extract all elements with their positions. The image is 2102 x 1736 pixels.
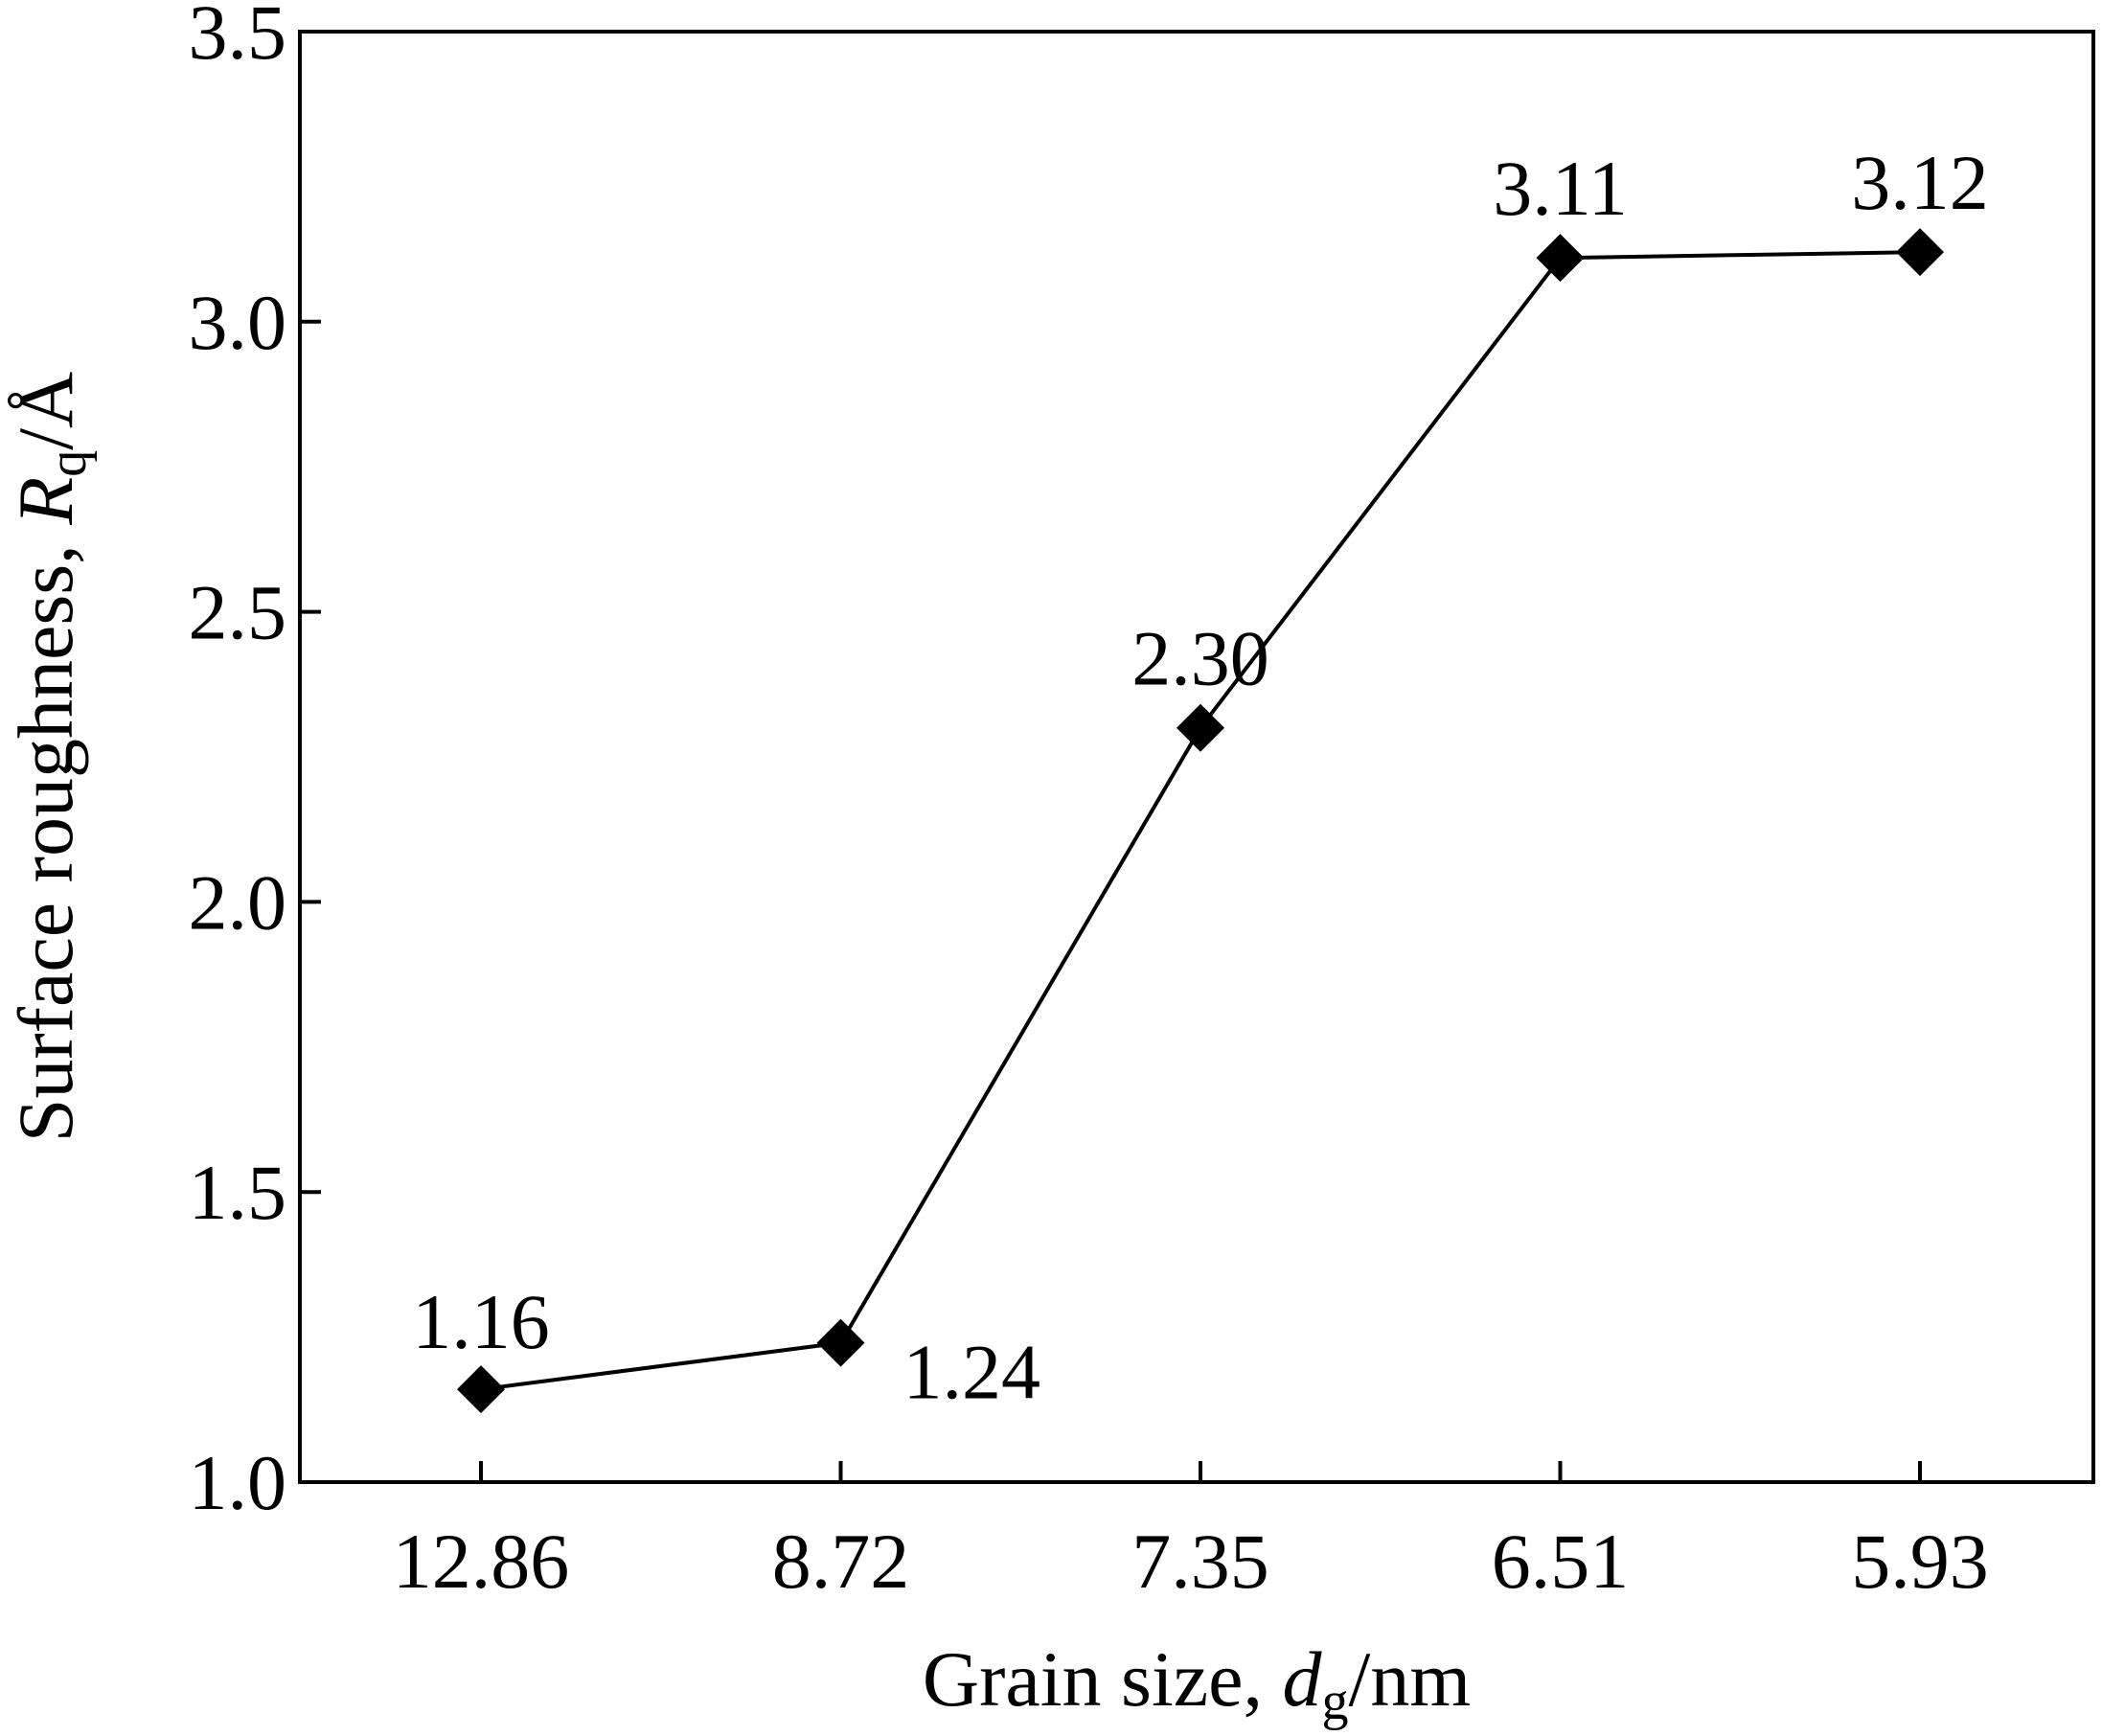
y-tick-label: 3.5 xyxy=(189,0,287,76)
data-point-marker xyxy=(1536,234,1585,283)
data-label: 2.30 xyxy=(1131,615,1269,702)
x-tick-label: 8.72 xyxy=(772,1518,910,1605)
x-tick-label: 6.51 xyxy=(1492,1518,1630,1605)
data-label: 3.11 xyxy=(1493,145,1627,232)
x-tick-label: 5.93 xyxy=(1851,1518,1989,1605)
y-tick-label: 1.0 xyxy=(189,1439,287,1526)
data-point-marker xyxy=(1896,228,1944,277)
x-tick-label: 7.35 xyxy=(1131,1518,1269,1605)
x-axis-title: Grain size, dg/nm xyxy=(923,1635,1471,1731)
data-label: 1.16 xyxy=(412,1278,550,1365)
series: 1.16 1.24 2.30 3.11 3.12 xyxy=(412,139,1989,1416)
y-tick-label: 2.0 xyxy=(189,858,287,946)
y-axis-title: Surface roughness, Rq/Å xyxy=(2,372,98,1143)
y-tick-label: 1.5 xyxy=(189,1149,287,1236)
series-line xyxy=(480,250,1921,1392)
y-tick-label: 2.5 xyxy=(189,569,287,656)
x-tick-label: 12.86 xyxy=(393,1518,570,1605)
data-point-marker xyxy=(1177,703,1224,752)
data-point-marker xyxy=(457,1365,505,1414)
x-axis: 12.86 8.72 7.35 6.51 5.93 xyxy=(393,1461,1989,1605)
y-axis: 1.0 1.5 2.0 2.5 3.0 3.5 xyxy=(189,0,321,1526)
data-label: 3.12 xyxy=(1851,139,1989,226)
data-point-marker xyxy=(816,1318,865,1367)
data-label: 1.24 xyxy=(903,1329,1041,1416)
plot-frame xyxy=(298,30,2095,1484)
y-tick-label: 3.0 xyxy=(189,279,287,366)
